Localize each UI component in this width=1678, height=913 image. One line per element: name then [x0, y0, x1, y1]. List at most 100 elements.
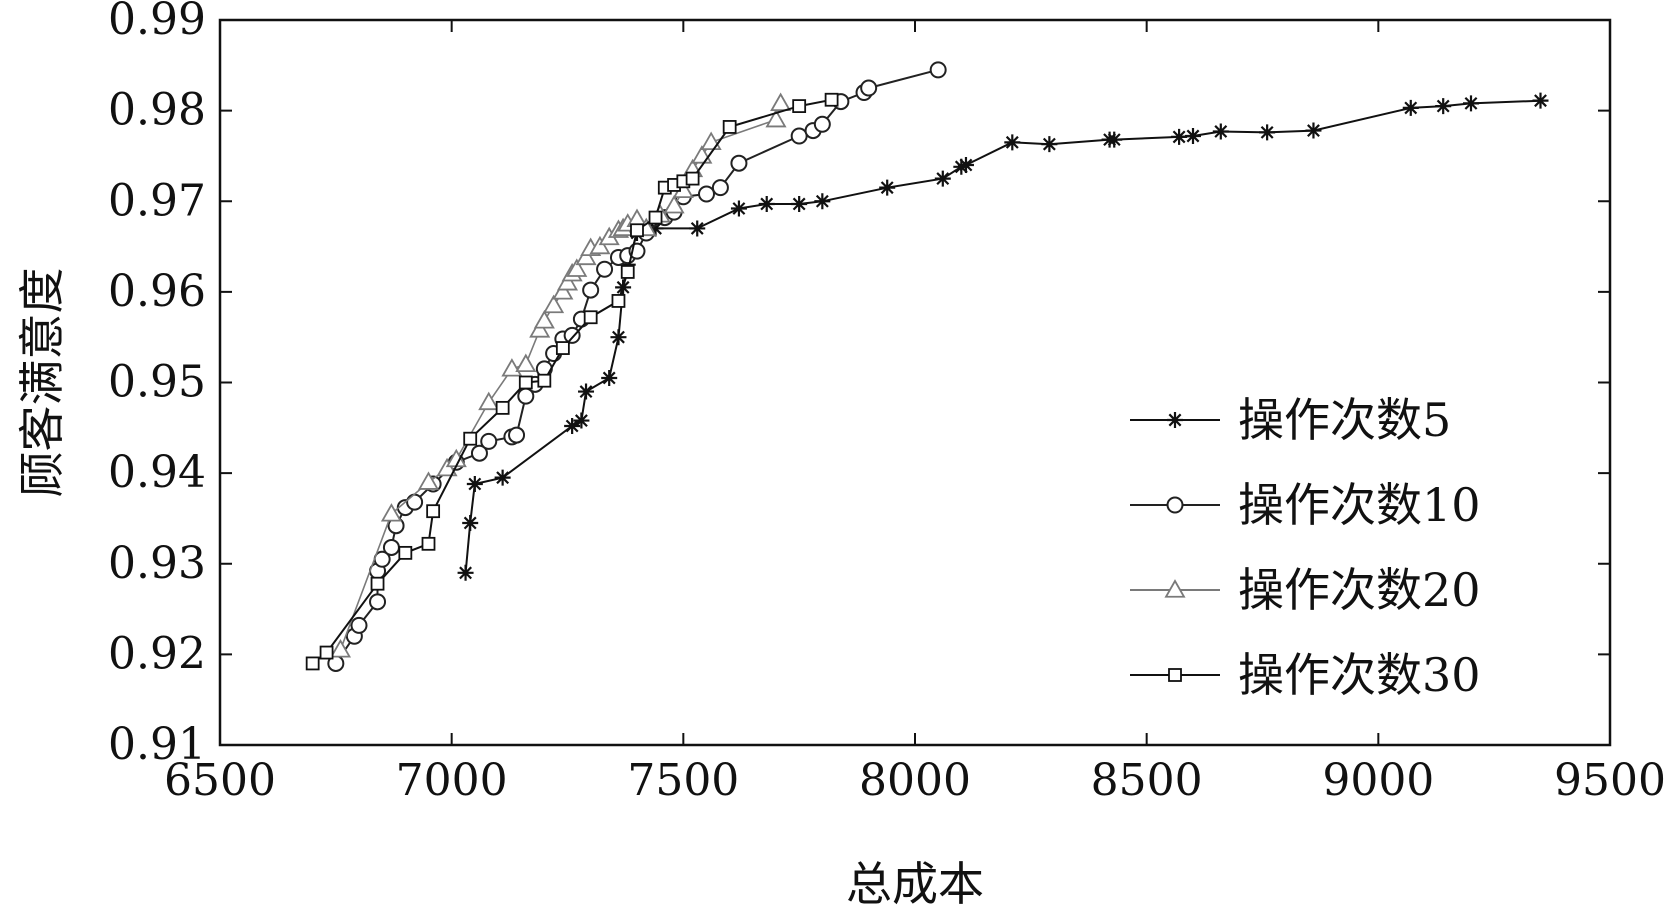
data-point-star [564, 418, 581, 434]
data-point-square [630, 223, 644, 238]
data-point-triangle [589, 235, 611, 255]
data-point-star [1305, 122, 1322, 139]
data-point-star [1532, 92, 1549, 109]
legend-marker-star [1167, 412, 1183, 428]
data-point-triangle [529, 319, 551, 338]
axis-layer: 6500 7000 7500 8000 8500 9000 9500 0.91 0.92 0.93… [15, 0, 1666, 911]
data-point-square [620, 265, 635, 279]
data-point-triangle [417, 471, 440, 490]
y-tick-label: 0.99 [108, 0, 206, 45]
y-tick-label: 0.95 [108, 357, 206, 408]
data-point-star [457, 564, 474, 581]
data-point-triangle [478, 391, 500, 411]
data-point-star [573, 412, 590, 429]
x-tick-label: 8500 [1091, 755, 1203, 806]
data-point-circle [369, 593, 387, 611]
data-point-circle [730, 154, 748, 172]
data-point-star [610, 329, 627, 346]
legend-marker-triangle [1164, 579, 1186, 598]
data-point-circle [350, 616, 368, 634]
data-point-triangle [515, 353, 537, 373]
data-point-triangle [533, 310, 555, 329]
series-circle [327, 61, 947, 672]
data-point-star [689, 220, 706, 237]
data-point-star [1185, 128, 1201, 144]
legend-label: 操作次数10 [1238, 478, 1481, 532]
plot-area-border [218, 18, 1612, 747]
legend-item: 操作次数20 [1130, 563, 1481, 617]
data-point-square [319, 645, 334, 660]
series-star [457, 92, 1549, 581]
data-point-square [537, 373, 552, 388]
legend-marker-circle [1166, 496, 1184, 514]
data-point-star [466, 476, 483, 492]
data-point-square [421, 536, 436, 551]
data-point-star [957, 157, 974, 173]
data-point-circle [929, 61, 947, 79]
data-point-star [953, 158, 970, 175]
legend-item: 操作次数10 [1130, 478, 1481, 532]
data-point-star [647, 220, 664, 237]
data-point-triangle [700, 131, 722, 150]
data-point-star [601, 369, 618, 386]
legend: 操作次数5 操作次数10 操作次数20 操作次数30 [1130, 393, 1481, 702]
x-tick-label: 9000 [1322, 755, 1434, 806]
y-axis-title: 顾客满意度 [15, 268, 69, 498]
data-point-star [1004, 134, 1021, 151]
data-point-star [791, 195, 808, 212]
series-layer [305, 61, 1549, 672]
data-point-triangle [329, 639, 352, 658]
data-point-square [426, 504, 441, 519]
data-point-square [518, 375, 533, 390]
data-point-circle [860, 79, 878, 97]
legend-marker-square [1168, 668, 1182, 682]
data-point-star [879, 179, 896, 196]
legend-label: 操作次数5 [1238, 393, 1451, 447]
legend-label: 操作次数20 [1238, 563, 1481, 617]
data-point-triangle [552, 281, 574, 300]
data-point-triangle [380, 503, 402, 522]
series-line-circle [334, 68, 939, 664]
data-point-square [824, 92, 839, 107]
x-tick-label: 9500 [1554, 755, 1666, 806]
data-point-circle [711, 179, 729, 197]
data-point-star [730, 200, 747, 217]
data-point-square [555, 341, 570, 355]
data-point-star [1212, 123, 1229, 140]
data-point-square [463, 431, 478, 446]
data-point-square [495, 400, 510, 415]
data-point-square [722, 120, 737, 134]
data-point-square [370, 576, 385, 591]
data-point-star [1435, 98, 1452, 115]
data-point-star [1171, 128, 1188, 145]
y-tick-label: 0.98 [108, 85, 206, 136]
data-point-triangle [765, 108, 787, 128]
series-square [305, 92, 839, 671]
x-axis-title: 总成本 [846, 857, 984, 911]
x-tick-label: 7000 [396, 755, 508, 806]
data-point-star [934, 170, 951, 187]
x-tick-label: 7500 [627, 755, 739, 806]
data-point-circle [596, 260, 614, 278]
data-point-star [814, 193, 831, 210]
plot-frame-layer [218, 18, 1612, 747]
data-point-star [1106, 131, 1123, 148]
data-point-star [758, 195, 775, 212]
y-tick-label: 0.93 [108, 538, 206, 589]
data-point-square [611, 294, 626, 308]
data-point-star [578, 383, 595, 400]
y-tick-label: 0.91 [108, 719, 206, 770]
data-point-circle [582, 281, 600, 299]
data-point-circle [813, 115, 831, 133]
data-point-triangle [556, 271, 579, 291]
data-point-star [1402, 99, 1419, 116]
data-point-star [1463, 95, 1479, 112]
data-point-square [792, 99, 807, 113]
legend-item: 操作次数5 [1130, 393, 1451, 447]
y-tick-label: 0.92 [108, 628, 206, 679]
legend-item: 操作次数30 [1130, 648, 1481, 702]
data-point-triangle [770, 92, 792, 112]
data-point-square [685, 171, 700, 186]
